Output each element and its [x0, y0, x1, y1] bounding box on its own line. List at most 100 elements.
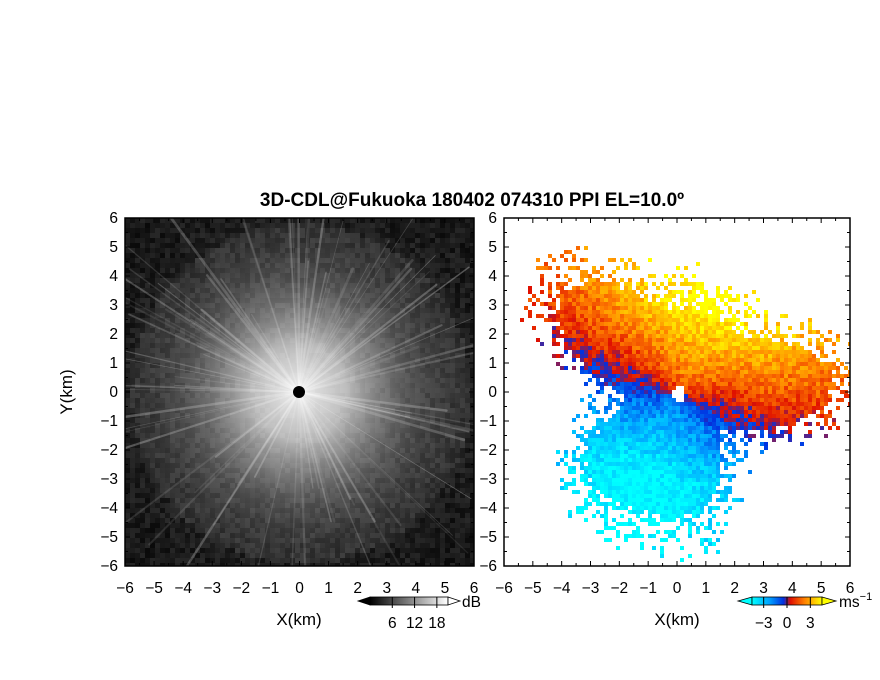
snr-speckle-cell: [390, 563, 395, 566]
snr-speckle-cell: [125, 498, 130, 503]
snr-speckle-cell: [470, 268, 474, 273]
snr-speckle-cell: [440, 223, 445, 228]
snr-speckle-cell: [410, 548, 415, 553]
snr-speckle-cell: [155, 228, 160, 233]
snr-speckle-cell: [445, 238, 450, 243]
snr-speckle-cell: [460, 243, 465, 248]
snr-speckle-cell: [160, 523, 165, 528]
snr-speckle-cell: [180, 553, 185, 558]
snr-speckle-cell: [455, 503, 460, 508]
snr-speckle-cell: [460, 488, 465, 493]
snr-speckle-cell: [200, 563, 205, 566]
snr-speckle-cell: [450, 228, 455, 233]
snr-speckle-cell: [140, 248, 145, 253]
snr-speckle-cell: [175, 558, 180, 563]
snr-speckle-cell: [445, 523, 450, 528]
snr-speckle-cell: [160, 233, 165, 238]
snr-speckle-cell: [185, 563, 190, 566]
snr-speckle-cell: [180, 233, 185, 238]
snr-speckle-cell: [440, 543, 445, 548]
snr-speckle-cell: [135, 228, 140, 233]
snr-speckle-cell: [450, 523, 455, 528]
snr-speckle-cell: [460, 223, 465, 228]
snr-speckle-cell: [435, 558, 440, 563]
snr-speckle-cell: [140, 268, 145, 273]
snr-speckle-cell: [140, 518, 145, 523]
snr-speckle-cell: [185, 558, 190, 563]
snr-speckle-cell: [410, 543, 415, 548]
snr-speckle-cell: [465, 288, 470, 293]
snr-speckle-cell: [175, 553, 180, 558]
snr-speckle-cell: [125, 243, 130, 248]
snr-speckle-cell: [155, 543, 160, 548]
snr-speckle-cell: [440, 518, 445, 523]
snr-speckle-cell: [200, 218, 205, 223]
snr-speckle-cell: [425, 553, 430, 558]
snr-speckle-cell: [470, 278, 474, 283]
snr-speckle-cell: [450, 223, 455, 228]
snr-speckle-cell: [450, 553, 455, 558]
snr-speckle-cell: [415, 238, 420, 243]
snr-speckle-cell: [455, 563, 460, 566]
snr-speckle-cell: [465, 538, 470, 543]
snr-speckle-cell: [130, 258, 135, 263]
snr-speckle-cell: [170, 543, 175, 548]
snr-speckle-cell: [435, 248, 440, 253]
snr-speckle-cell: [470, 563, 474, 566]
snr-speckle-cell: [470, 528, 474, 533]
snr-speckle-cell: [155, 223, 160, 228]
snr-speckle-cell: [450, 538, 455, 543]
snr-speckle-cell: [450, 548, 455, 553]
snr-speckle-cell: [420, 218, 425, 223]
snr-speckle-cell: [445, 223, 450, 228]
snr-speckle-cell: [130, 518, 135, 523]
snr-speckle-cell: [470, 533, 474, 538]
snr-speckle-cell: [445, 548, 450, 553]
snr-speckle-cell: [170, 553, 175, 558]
snr-speckle-cell: [130, 293, 135, 298]
radar-site-marker: [293, 386, 305, 398]
snr-speckle-cell: [130, 273, 135, 278]
snr-speckle-cell: [135, 508, 140, 513]
snr-speckle-cell: [165, 233, 170, 238]
snr-speckle-cell: [470, 258, 474, 263]
snr-speckle-cell: [435, 553, 440, 558]
snr-speckle-cell: [435, 548, 440, 553]
snr-speckle-cell: [460, 523, 465, 528]
snr-speckle-cell: [135, 283, 140, 288]
snr-speckle-cell: [465, 243, 470, 248]
snr-speckle-cell: [445, 513, 450, 518]
snr-speckle-cell: [445, 243, 450, 248]
snr-speckle-cell: [125, 538, 130, 543]
snr-speckle-cell: [150, 553, 155, 558]
snr-speckle-cell: [415, 558, 420, 563]
snr-speckle-cell: [145, 553, 150, 558]
snr-speckle-cell: [440, 538, 445, 543]
snr-speckle-cell: [440, 553, 445, 558]
snr-speckle-cell: [390, 558, 395, 563]
snr-speckle-cell: [150, 268, 155, 273]
snr-speckle-cell: [130, 538, 135, 543]
snr-speckle-cell: [420, 538, 425, 543]
snr-speckle-cell: [450, 503, 455, 508]
snr-speckle-cell: [125, 513, 130, 518]
snr-speckle-cell: [460, 508, 465, 513]
snr-speckle-cell: [140, 528, 145, 533]
snr-speckle-cell: [170, 228, 175, 233]
snr-speckle-cell: [430, 243, 435, 248]
snr-speckle-cell: [445, 248, 450, 253]
snr-speckle-cell: [420, 543, 425, 548]
snr-speckle-cell: [470, 553, 474, 558]
snr-speckle-cell: [455, 253, 460, 258]
snr-speckle-cell: [160, 218, 165, 223]
snr-speckle-cell: [170, 558, 175, 563]
snr-speckle-cell: [415, 218, 420, 223]
snr-speckle-cell: [450, 563, 455, 566]
snr-speckle-cell: [205, 563, 210, 566]
snr-speckle-cell: [160, 248, 165, 253]
snr-speckle-cell: [130, 558, 135, 563]
snr-speckle-cell: [415, 563, 420, 566]
snr-speckle-cell: [425, 238, 430, 243]
snr-speckle-cell: [450, 233, 455, 238]
snr-speckle-cell: [470, 508, 474, 513]
